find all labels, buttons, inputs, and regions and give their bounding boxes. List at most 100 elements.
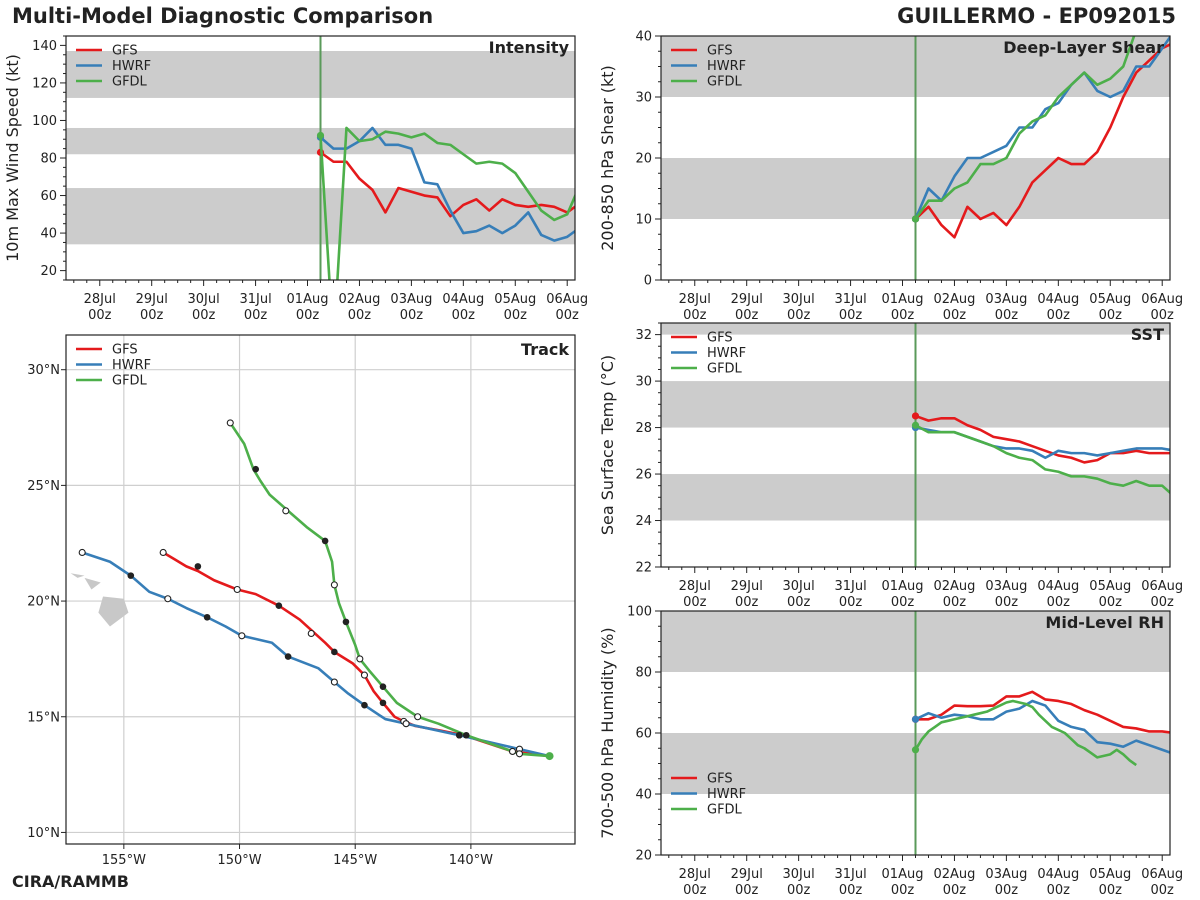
track-marker-open-gfs bbox=[307, 629, 315, 638]
rh-ylabel: 700-500 hPa Humidity (%) bbox=[598, 627, 617, 838]
intensity-xtick-hour: 00z bbox=[88, 308, 112, 323]
rh-ytick-label: 80 bbox=[635, 666, 652, 681]
shear-xtick-hour: 00z bbox=[943, 308, 967, 323]
sst-ytick-label: 28 bbox=[635, 421, 652, 436]
intensity-xtick-hour: 00z bbox=[348, 308, 372, 323]
track-marker-open-gfdl bbox=[356, 655, 364, 663]
shear-line-gfdl bbox=[914, 36, 1136, 220]
shear-xtick-hour: 00z bbox=[1099, 308, 1123, 323]
track-marker-filled-gfdl bbox=[252, 465, 260, 473]
island-2 bbox=[70, 573, 85, 578]
track-marker-filled-hwrf bbox=[284, 653, 292, 660]
track-legend-label-gfs: GFS bbox=[112, 343, 138, 358]
intensity-title: Intensity bbox=[489, 38, 570, 57]
sst-xtick-hour: 00z bbox=[943, 595, 967, 610]
track-line-gfs bbox=[162, 551, 550, 758]
sst-xtick-hour: 00z bbox=[1099, 595, 1123, 610]
track-xtick-label: 155°W bbox=[102, 853, 146, 868]
track-frame bbox=[65, 334, 576, 845]
intensity-xtick-hour: 00z bbox=[140, 308, 164, 323]
rh-xtick-day: 03Aug bbox=[985, 867, 1027, 882]
shear-start-dot-gfdl bbox=[911, 215, 920, 223]
shear-xtick-hour: 00z bbox=[995, 308, 1019, 323]
rh-xtick-hour: 00z bbox=[1047, 883, 1071, 898]
shear-ytick-label: 30 bbox=[635, 91, 652, 106]
sst-start-dot-gfdl bbox=[911, 421, 920, 429]
island-0 bbox=[98, 596, 129, 627]
rh-legend-label-gfdl: GFDL bbox=[707, 803, 743, 818]
rh-line-hwrf bbox=[914, 699, 1170, 754]
sst-ytick-label: 32 bbox=[635, 328, 652, 343]
rh-ytick-label: 60 bbox=[635, 727, 652, 742]
intensity-start-dot-gfdl bbox=[316, 131, 325, 140]
shear-xtick-day: 30Jul bbox=[783, 292, 815, 307]
track-ytick-label: 30°N bbox=[27, 363, 60, 378]
intensity-xtick-hour: 00z bbox=[452, 308, 476, 323]
sst-ytick-label: 30 bbox=[635, 375, 652, 390]
rh-ytick-label: 40 bbox=[635, 788, 652, 803]
rh-start-dot-gfdl bbox=[911, 746, 920, 754]
sst-xtick-day: 02Aug bbox=[933, 579, 975, 594]
intensity-ytick-label: 20 bbox=[40, 264, 57, 279]
island-3 bbox=[50, 564, 62, 573]
sst-xtick-day: 06Aug bbox=[1141, 579, 1183, 594]
intensity-xtick-day: 28Jul bbox=[84, 292, 116, 307]
track-marker-open-gfdl bbox=[414, 713, 422, 721]
sst-xtick-day: 31Jul bbox=[834, 579, 866, 594]
rh-xtick-day: 06Aug bbox=[1141, 867, 1183, 882]
shear-xtick-day: 29Jul bbox=[731, 292, 763, 307]
shear-chart: 01020304028Jul00z29Jul00z30Jul00z31Jul00… bbox=[598, 30, 1183, 324]
page-title: Multi-Model Diagnostic Comparison bbox=[12, 4, 434, 28]
shear-xtick-day: 02Aug bbox=[933, 292, 975, 307]
track-marker-filled-hwrf bbox=[456, 731, 463, 739]
track-marker-open-gfdl bbox=[282, 507, 290, 515]
shear-series-group bbox=[911, 36, 1170, 239]
intensity-xtick-hour: 00z bbox=[296, 308, 320, 323]
rh-xtick-hour: 00z bbox=[735, 883, 759, 898]
track-legend-label-gfdl: GFDL bbox=[112, 374, 148, 389]
rh-xtick-hour: 00z bbox=[683, 883, 707, 898]
sst-legend-label-gfdl: GFDL bbox=[707, 362, 743, 377]
sst-xtick-day: 05Aug bbox=[1089, 579, 1131, 594]
shear-xtick-hour: 00z bbox=[1047, 308, 1071, 323]
shear-ytick-label: 20 bbox=[635, 152, 652, 167]
track-marker-filled-gfs bbox=[194, 563, 202, 570]
hawaii-land bbox=[50, 564, 129, 627]
intensity-legend-label-gfs: GFS bbox=[112, 44, 138, 59]
shear-ytick-label: 0 bbox=[644, 274, 652, 289]
shear-legend-label-hwrf: HWRF bbox=[707, 59, 746, 74]
sst-xtick-hour: 00z bbox=[995, 595, 1019, 610]
intensity-xtick-hour: 00z bbox=[556, 308, 580, 323]
sst-ytick-label: 26 bbox=[635, 468, 652, 483]
track-marker-open-hwrf bbox=[330, 678, 338, 686]
rh-xtick-day: 31Jul bbox=[834, 867, 866, 882]
sst-xtick-day: 03Aug bbox=[985, 579, 1027, 594]
intensity-ytick-label: 60 bbox=[40, 189, 57, 204]
track-marker-open-gfs bbox=[508, 747, 517, 756]
rh-xtick-day: 29Jul bbox=[731, 867, 763, 882]
track-marker-filled-hwrf bbox=[361, 701, 368, 709]
shear-xtick-hour: 00z bbox=[891, 308, 915, 323]
rh-line-gfdl bbox=[914, 699, 1137, 767]
rh-xtick-day: 04Aug bbox=[1037, 867, 1079, 882]
track-marker-filled-gfdl bbox=[462, 731, 470, 739]
shear-xtick-hour: 00z bbox=[1151, 308, 1175, 323]
intensity-ytick-label: 40 bbox=[40, 227, 57, 242]
track-marker-open-gfdl bbox=[330, 581, 338, 589]
rh-xtick-hour: 00z bbox=[1151, 883, 1175, 898]
track-series-group bbox=[78, 419, 554, 761]
shear-ytick-label: 10 bbox=[635, 213, 652, 228]
track-marker-filled-gfs bbox=[331, 648, 338, 656]
track-marker-open-hwrf bbox=[164, 595, 172, 603]
sst-ylabel: Sea Surface Temp (°C) bbox=[598, 355, 617, 535]
track-marker-open-gfdl bbox=[226, 419, 234, 427]
sst-line-gfs bbox=[915, 414, 1170, 464]
intensity-xtick-day: 03Aug bbox=[390, 292, 432, 307]
intensity-xtick-day: 04Aug bbox=[442, 292, 484, 307]
track-xtick-label: 145°W bbox=[333, 853, 377, 868]
rh-ytick-label: 20 bbox=[635, 849, 652, 864]
sst-xtick-hour: 00z bbox=[839, 595, 863, 610]
track-marker-open-gfs bbox=[233, 585, 241, 594]
credit-label: CIRA/RAMMB bbox=[12, 872, 129, 891]
sst-xtick-hour: 00z bbox=[735, 595, 759, 610]
